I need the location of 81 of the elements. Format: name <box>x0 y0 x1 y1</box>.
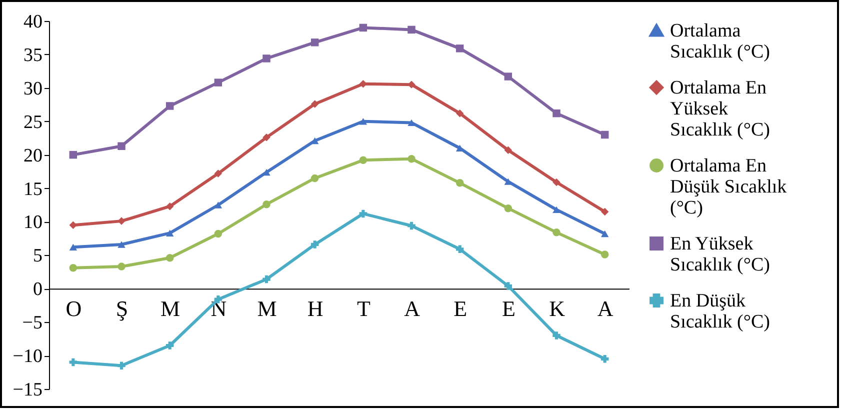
point <box>118 362 126 370</box>
point <box>359 24 368 32</box>
point <box>600 230 609 238</box>
point <box>166 230 174 236</box>
y-tick-label: −10 <box>12 346 42 368</box>
point <box>118 241 126 248</box>
point <box>456 109 464 118</box>
point <box>456 44 464 52</box>
point <box>552 206 560 214</box>
legend-label: Ortalama En Yüksek Sıcaklık (°C) <box>670 78 770 140</box>
legend-label: Ortalama En Düşük Sıcaklık (°C) <box>670 156 788 218</box>
point <box>69 150 78 159</box>
point <box>600 250 609 258</box>
y-tick-label: 5 <box>33 246 42 267</box>
y-tick-label: 10 <box>24 212 42 234</box>
y-tick-label: 40 <box>24 12 42 32</box>
point <box>552 332 560 340</box>
x-tick-label: T <box>356 296 371 322</box>
point <box>600 130 609 139</box>
point <box>552 109 560 118</box>
point <box>262 275 270 284</box>
point <box>408 154 416 163</box>
point <box>166 202 174 210</box>
point <box>166 102 174 110</box>
point <box>408 222 416 230</box>
x-tick-label: M <box>257 296 277 322</box>
point <box>310 240 319 248</box>
x-tick-label: A <box>404 296 420 322</box>
point <box>262 200 270 208</box>
legend-label: En Yüksek Sıcaklık (°C) <box>670 234 770 276</box>
point <box>456 245 464 254</box>
y-tick-label: 20 <box>24 145 42 166</box>
point <box>408 26 416 34</box>
point <box>310 100 319 108</box>
x-tick-label: E <box>454 296 468 322</box>
y-tick-label: 0 <box>33 279 42 300</box>
point <box>552 178 560 186</box>
point <box>262 168 270 176</box>
point <box>310 38 319 46</box>
point <box>214 202 222 208</box>
x-tick-label: M <box>160 296 180 322</box>
x-tick-label: A <box>597 296 614 322</box>
point <box>69 244 78 251</box>
point <box>214 230 222 238</box>
point <box>359 156 368 164</box>
point <box>214 170 222 178</box>
point <box>504 146 512 154</box>
y-tick-label: 25 <box>24 112 42 133</box>
point <box>359 118 368 125</box>
x-tick-label: K <box>549 296 566 322</box>
point <box>456 179 464 187</box>
point <box>504 72 512 80</box>
point <box>262 54 270 62</box>
y-tick-label: 35 <box>24 44 42 66</box>
point <box>359 210 368 218</box>
legend-label: Ortalama Sıcaklık (°C) <box>670 20 770 62</box>
point <box>118 217 126 225</box>
point <box>262 134 270 142</box>
point <box>600 208 609 216</box>
point <box>69 264 78 272</box>
point <box>310 174 319 182</box>
x-tick-label: Ş <box>116 296 128 322</box>
point <box>166 342 174 350</box>
point <box>600 355 609 363</box>
x-tick-label: H <box>307 296 324 322</box>
y-tick-label: −15 <box>12 380 42 400</box>
y-tick-label: 15 <box>24 178 42 200</box>
legend-label: En Düşük Sıcaklık (°C) <box>670 290 770 332</box>
point <box>166 254 174 262</box>
point <box>214 78 222 86</box>
point <box>504 204 512 212</box>
point <box>552 228 560 236</box>
point <box>118 142 126 150</box>
point <box>118 262 126 270</box>
point <box>504 282 512 290</box>
x-tick-label: E <box>502 296 516 322</box>
point <box>69 358 78 366</box>
point <box>408 119 416 126</box>
x-tick-label: O <box>66 296 82 322</box>
y-tick-label: 30 <box>24 78 42 100</box>
y-tick-label: −5 <box>22 312 42 334</box>
